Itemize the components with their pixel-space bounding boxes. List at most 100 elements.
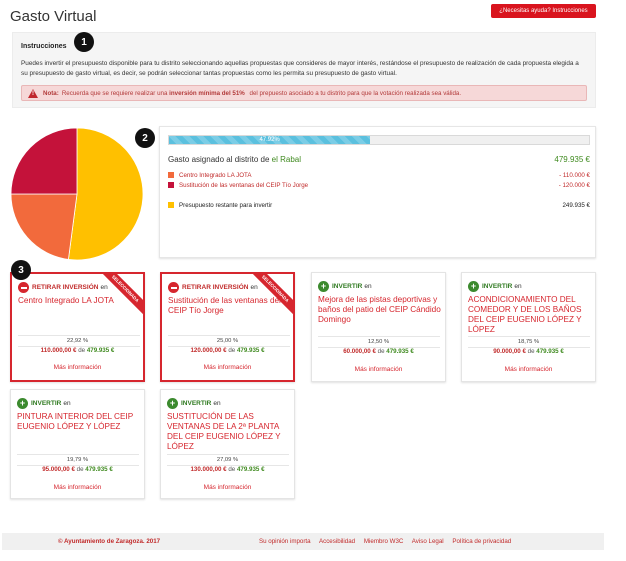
proposal-card-selected: SELECCIONADA RETIRAR INVERSIÓN en Centro… <box>10 272 145 382</box>
alert-label: Nota: <box>43 89 59 97</box>
footer-link-accessibility[interactable]: Accesibilidad <box>318 538 356 545</box>
assigned-prep: de <box>260 155 270 164</box>
instructions-text: Puedes invertir el presupuesto disponibl… <box>21 60 579 77</box>
invest-button[interactable]: + INVERTIR en <box>318 281 372 292</box>
plus-circle-icon: + <box>167 398 178 409</box>
more-info-link[interactable]: Más información <box>53 484 102 491</box>
more-info-link[interactable]: Más información <box>203 364 252 371</box>
proposal-title[interactable]: Sustitución de las ventanas del CEIP Tío… <box>168 296 281 315</box>
warning-icon: ! <box>28 88 38 98</box>
assigned-total: 479.935 € <box>554 155 590 164</box>
proposal-amount: 120.000,00 € de 479.935 € <box>162 347 293 354</box>
line-label: Centro Integrado LA JOTA <box>179 172 252 179</box>
amount-value: 60.000,00 € <box>343 348 376 355</box>
line-value: - 110.000 € <box>559 172 590 179</box>
minimum-investment-alert: ! Nota: Recuerda que se requiere realiza… <box>21 85 587 101</box>
proposal-title[interactable]: ACONDICIONAMIENTO DEL COMEDOR Y DE LOS B… <box>468 295 582 334</box>
proposal-card-selected: SELECCIONADA RETIRAR INVERSIÓN en Sustit… <box>160 272 295 382</box>
budget-pie-chart <box>11 128 143 260</box>
line-value: - 120.000 € <box>558 182 590 189</box>
proposal-title[interactable]: Centro Integrado LA JOTA <box>18 296 114 305</box>
divider <box>468 347 590 348</box>
action-label: INVERTIR <box>482 283 513 290</box>
divider <box>468 336 590 337</box>
amount-total: 479.935 € <box>386 348 414 355</box>
minus-circle-icon <box>18 282 29 293</box>
instructions-panel: Instrucciones Puedes invertir el presupu… <box>12 32 596 108</box>
minus-circle-icon <box>168 282 179 293</box>
footer-link-privacy[interactable]: Política de privacidad <box>452 538 512 545</box>
proposal-card: + INVERTIR en ACONDICIONAMIENTO DEL COME… <box>461 272 596 382</box>
legend-swatch <box>168 182 174 189</box>
amount-total: 479.935 € <box>85 466 113 473</box>
invest-button[interactable]: + INVERTIR en <box>468 281 522 292</box>
divider <box>18 335 140 336</box>
divider <box>17 465 139 466</box>
proposal-percent: 22,92 % <box>66 338 89 344</box>
progress-fill: 47.92% <box>169 136 371 144</box>
proposal-card: + INVERTIR en PINTURA INTERIOR DEL CEIP … <box>10 389 145 499</box>
amount-of: de <box>228 466 236 473</box>
proposal-amount: 95.000,00 € de 479.935 € <box>11 466 144 473</box>
plus-circle-icon: + <box>17 398 28 409</box>
instructions-title: Instrucciones <box>21 43 67 50</box>
plus-circle-icon: + <box>468 281 479 292</box>
amount-value: 130.000,00 € <box>190 466 227 473</box>
proposal-amount: 130.000,00 € de 479.935 € <box>161 466 294 473</box>
divider <box>318 336 440 337</box>
remove-investment-button[interactable]: RETIRAR INVERSIÓN en <box>168 282 258 293</box>
amount-value: 110.000,00 € <box>40 347 77 354</box>
remove-investment-button[interactable]: RETIRAR INVERSIÓN en <box>18 282 108 293</box>
divider <box>17 454 139 455</box>
invest-button[interactable]: + INVERTIR en <box>17 398 71 409</box>
action-prep: en <box>364 283 372 290</box>
action-label: RETIRAR INVERSIÓN <box>182 284 249 291</box>
more-info-link[interactable]: Más información <box>354 366 403 373</box>
action-prep: en <box>63 400 71 407</box>
proposal-title[interactable]: PINTURA INTERIOR DEL CEIP EUGENIO LÓPEZ … <box>17 412 134 431</box>
more-info-link[interactable]: Más información <box>53 364 102 371</box>
more-info-link[interactable]: Más información <box>504 366 553 373</box>
proposal-amount: 90.000,00 € de 479.935 € <box>462 348 595 355</box>
pie-slice <box>11 128 78 195</box>
proposal-card: + INVERTIR en Mejora de las pistas depor… <box>311 272 446 382</box>
amount-of: de <box>78 347 86 354</box>
step-marker-3: 3 <box>11 260 31 280</box>
action-label: INVERTIR <box>31 400 62 407</box>
assigned-label-group: Gasto asignado al distrito de el Rabal <box>168 155 301 164</box>
amount-of: de <box>228 347 236 354</box>
line-label: Sustitución de las ventanas del CEIP Tío… <box>179 182 309 189</box>
divider <box>168 346 290 347</box>
district-name: el Rabal <box>271 155 302 164</box>
assigned-budget-row: Gasto asignado al distrito de el Rabal 4… <box>168 155 590 164</box>
proposal-percent: 19,79 % <box>66 457 89 463</box>
invest-button[interactable]: + INVERTIR en <box>167 398 221 409</box>
action-label: RETIRAR INVERSIÓN <box>32 284 99 291</box>
page-title: Gasto Virtual <box>10 8 97 25</box>
proposal-title[interactable]: SUSTITUCIÓN DE LAS VENTANAS DE LA 2ª PLA… <box>167 412 281 451</box>
proposal-title[interactable]: Mejora de las pistas deportivas y baños … <box>318 295 441 324</box>
amount-value: 120.000,00 € <box>190 347 227 354</box>
amount-total: 479.935 € <box>536 348 564 355</box>
alert-text-post: del prepuesto asociado a tu distrito par… <box>249 89 462 97</box>
budget-line-item: Sustitución de las ventanas del CEIP Tío… <box>168 182 590 189</box>
footer-link-legal[interactable]: Aviso Legal <box>411 538 444 545</box>
footer: © Ayuntamiento de Zaragoza. 2017 Su opin… <box>2 533 604 550</box>
help-button[interactable]: ¿Necesitas ayuda? Instrucciones <box>491 4 596 18</box>
footer-link-w3c[interactable]: Miembro W3C <box>363 538 404 545</box>
proposal-percent: 12,50 % <box>367 339 390 345</box>
footer-copyright: © Ayuntamiento de Zaragoza. 2017 <box>58 538 161 545</box>
footer-link-opinion[interactable]: Su opinión importa <box>259 538 311 545</box>
divider <box>318 347 440 348</box>
action-prep: en <box>100 284 108 291</box>
action-prep: en <box>213 400 221 407</box>
budget-line-item: Centro Integrado LA JOTA - 110.000 € <box>168 172 590 179</box>
proposal-percent: 18,75 % <box>517 339 540 345</box>
amount-total: 479.935 € <box>236 466 265 473</box>
more-info-link[interactable]: Más información <box>203 484 252 491</box>
amount-total: 479.935 € <box>236 347 265 354</box>
remaining-value: 249.935 € <box>562 202 590 209</box>
amount-total: 479.935 € <box>86 347 115 354</box>
proposal-amount: 60.000,00 € de 479.935 € <box>312 348 445 355</box>
amount-of: de <box>527 348 535 355</box>
